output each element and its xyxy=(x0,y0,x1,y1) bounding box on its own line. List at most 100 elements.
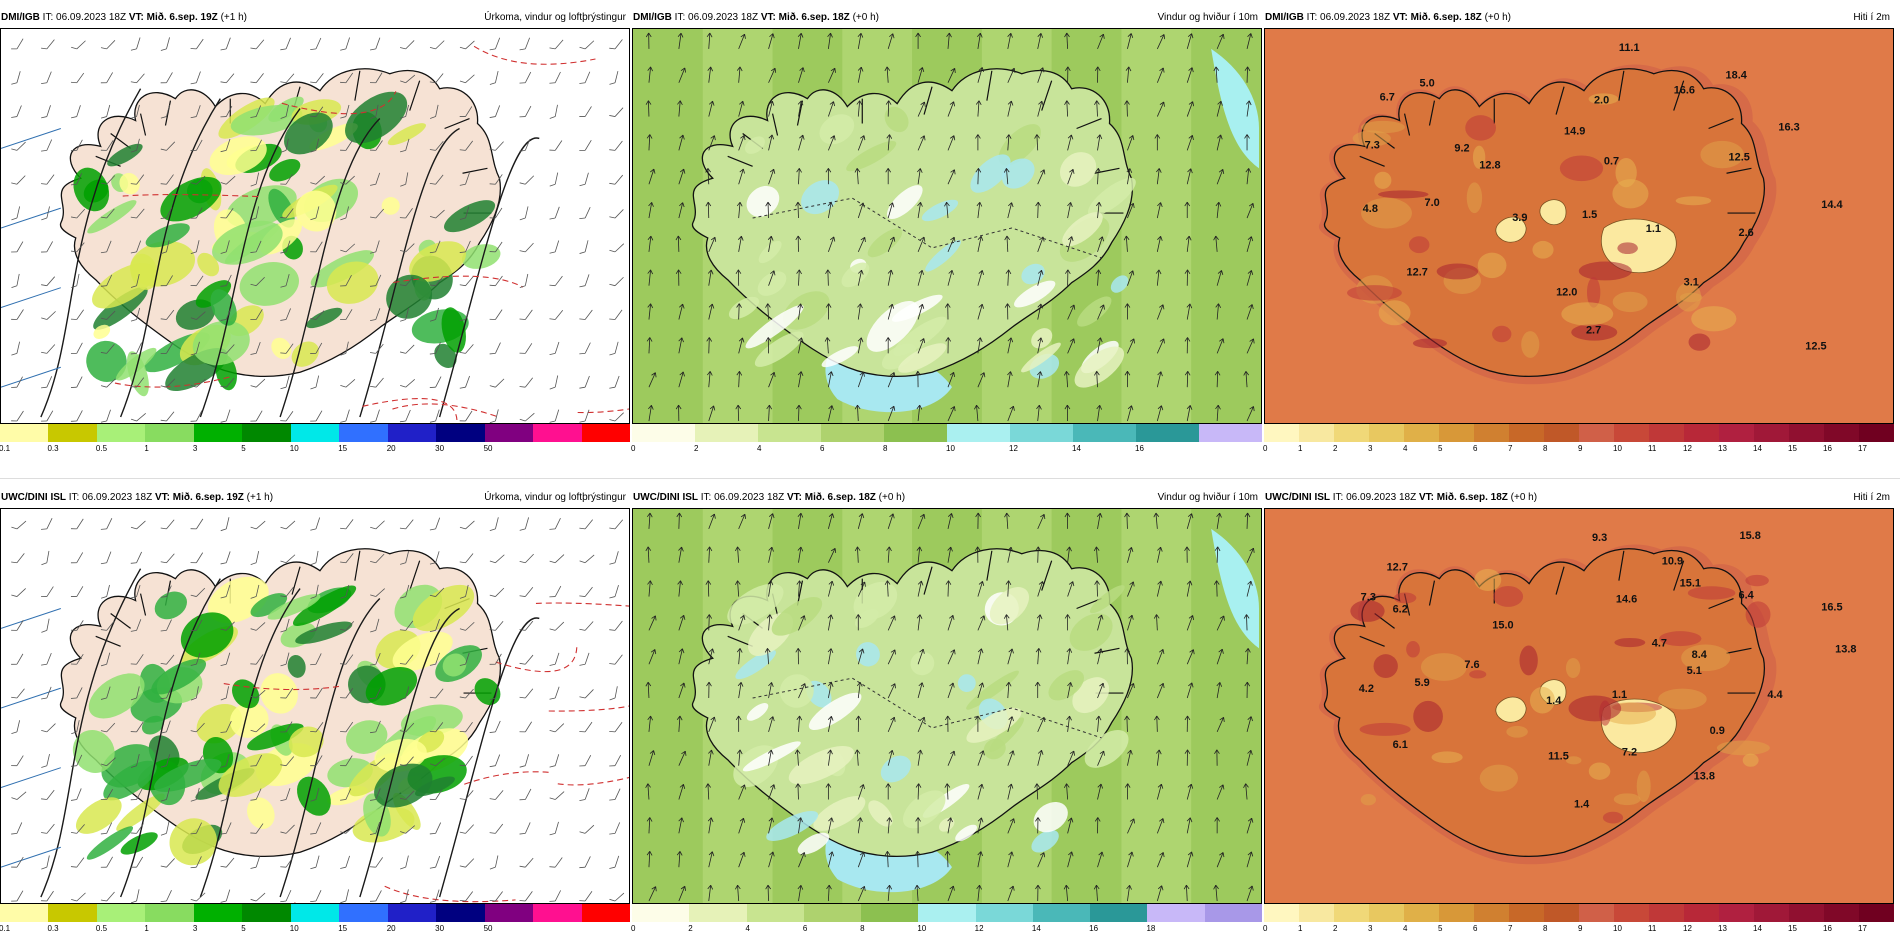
color-scale-tick-label: 8 xyxy=(1543,444,1548,453)
wind-arrow xyxy=(827,371,834,388)
wind-arrow xyxy=(885,100,892,117)
temp-map[interactable]: 15.8 9.3 12.7 10.9 7.3 15.1 6.2 14.6 6.4 16.5 15.0… xyxy=(1264,508,1894,904)
wind-arrow xyxy=(887,615,896,631)
precipitation-cell xyxy=(461,244,501,269)
wind-arrow xyxy=(678,303,685,320)
precipitation-cell xyxy=(154,591,187,620)
temperature-value-label: 13.8 xyxy=(1694,771,1715,783)
wind-arrow xyxy=(1186,168,1193,185)
wind-arrow xyxy=(1064,100,1070,117)
color-scale-tick-label: 6 xyxy=(1473,444,1478,453)
wind-arrow xyxy=(1243,783,1249,800)
init-time-label: IT: xyxy=(1306,12,1318,23)
color-scale-segment xyxy=(145,424,194,442)
wind-arrow xyxy=(828,101,836,117)
precipitation-cell xyxy=(87,200,137,234)
wind-barb xyxy=(160,174,174,185)
precipitation-cell xyxy=(442,653,467,677)
wind-speed-band xyxy=(1121,509,1192,903)
wind-barb xyxy=(130,721,144,733)
precipitation-cell xyxy=(291,341,319,367)
wind-barb xyxy=(609,721,623,733)
wind-barb xyxy=(280,520,296,530)
precip-map[interactable] xyxy=(0,28,630,424)
wind-arrow xyxy=(1095,201,1102,219)
wind-barb xyxy=(429,40,445,50)
wind-arrow xyxy=(678,682,686,699)
wind-speed-patch xyxy=(801,180,840,215)
wind-barb xyxy=(340,788,352,801)
wind-barb xyxy=(340,206,349,221)
wind-map[interactable] xyxy=(632,28,1262,424)
wind-barb xyxy=(11,38,24,50)
wind-barb xyxy=(310,410,323,422)
temperature-patch xyxy=(1431,751,1463,764)
wind-barb xyxy=(340,175,355,185)
color-scale-tick-label: 2 xyxy=(688,924,693,933)
wind-arrow xyxy=(678,134,685,151)
wind-arrow xyxy=(796,404,802,422)
color-scale-tick-label: 2 xyxy=(1333,444,1338,453)
temperature-isoline xyxy=(495,643,578,673)
wind-barb xyxy=(340,341,349,356)
precipitation-cell xyxy=(392,631,453,671)
color-scale-segment xyxy=(0,904,49,922)
color-scale-tick-label: 10 xyxy=(1613,924,1622,933)
init-time: 06.09.2023 18Z xyxy=(1346,492,1417,503)
wind-arrow xyxy=(1127,581,1135,597)
wind-barb xyxy=(399,722,415,733)
wind-arrow xyxy=(947,750,956,766)
wind-barb xyxy=(70,754,83,767)
temperature-value-label: 2.7 xyxy=(1586,324,1601,336)
precipitation-cell xyxy=(365,667,418,706)
wind-speed-patch xyxy=(1110,275,1129,293)
panel-title: Úrkoma, vindur og loftþrýstingur xyxy=(484,492,626,503)
init-time-label: IT: xyxy=(42,12,54,23)
wind-arrow xyxy=(827,513,835,530)
color-scale-segment xyxy=(1090,904,1148,922)
wind-arrow xyxy=(1035,546,1041,563)
wind-barb xyxy=(400,551,409,565)
wind-speed-patch xyxy=(939,817,955,832)
temp-map[interactable]: 11.1 5.0 6.7 18.4 16.6 2.0 7.3 9.2 14.9 16.3 12.8 0… xyxy=(1264,28,1894,424)
strong-wind-area xyxy=(1211,528,1260,649)
wind-barb xyxy=(130,520,146,530)
color-scale-segment xyxy=(339,904,388,922)
wind-speed-patch xyxy=(902,790,946,829)
wind-barb xyxy=(250,172,260,187)
wind-speed-patch xyxy=(998,124,1041,166)
wind-barb xyxy=(579,586,593,597)
wind-barb xyxy=(549,754,560,768)
wind-arrow xyxy=(767,580,774,597)
wind-barb xyxy=(220,754,230,768)
wind-barb xyxy=(549,375,559,390)
wind-arrow xyxy=(1037,581,1045,597)
wind-barb xyxy=(280,756,295,767)
wind-barb xyxy=(579,207,591,220)
wind-arrow xyxy=(1007,750,1015,766)
wind-arrow xyxy=(1156,34,1166,50)
wind-barb xyxy=(549,890,562,902)
wind-barb xyxy=(579,172,589,187)
wind-arrow xyxy=(1245,168,1252,185)
wind-arrow xyxy=(1124,783,1131,800)
temperature-patch xyxy=(1466,182,1483,214)
precip-map[interactable] xyxy=(0,508,630,904)
wind-barb xyxy=(100,584,110,599)
color-scale-bar xyxy=(0,904,631,922)
wind-barb xyxy=(429,104,439,119)
wind-barb xyxy=(250,892,266,902)
temperature-patch xyxy=(1521,331,1540,358)
temperature-patch xyxy=(1420,653,1467,681)
wind-arrow xyxy=(947,236,956,253)
wind-arrow xyxy=(645,100,652,117)
wind-barb xyxy=(519,654,534,665)
wind-arrow xyxy=(1127,851,1134,868)
wind-arrow xyxy=(1127,614,1134,631)
wind-arrow xyxy=(1246,270,1254,286)
wind-arrow xyxy=(645,783,651,800)
wind-arrow xyxy=(917,682,924,699)
wind-map[interactable] xyxy=(632,508,1262,904)
wind-barb xyxy=(340,309,353,320)
wind-barb xyxy=(370,240,380,254)
